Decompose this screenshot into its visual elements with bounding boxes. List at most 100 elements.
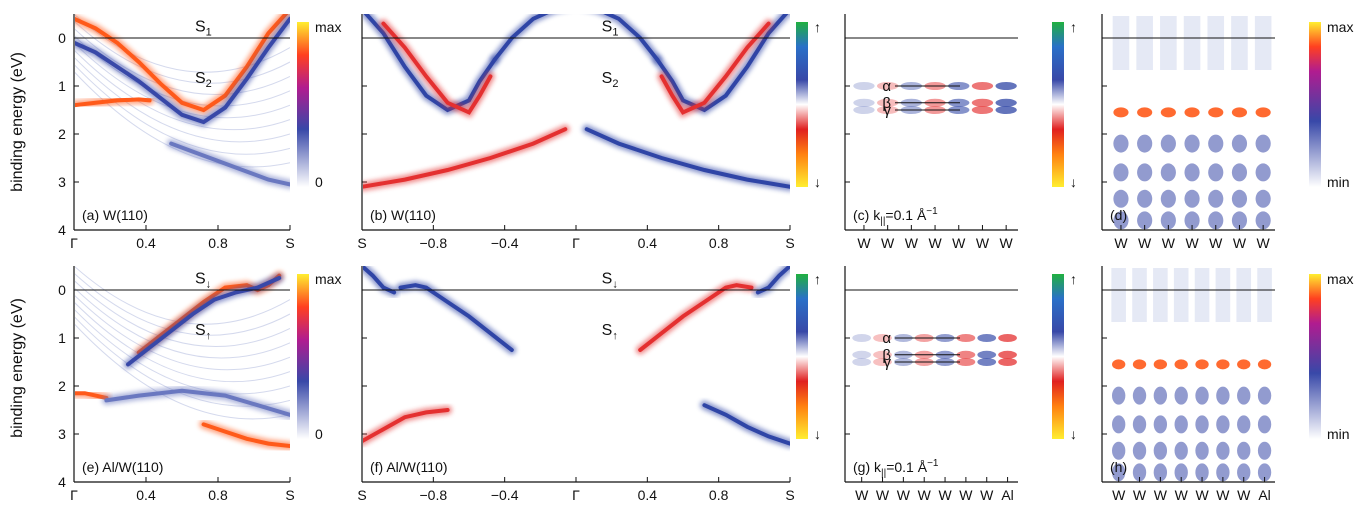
- x-tick-label: W: [905, 235, 919, 251]
- state-annotation: S2: [195, 70, 212, 90]
- band-glow: [396, 280, 517, 355]
- level-spot: [1184, 163, 1200, 182]
- column-background: [1183, 16, 1201, 70]
- state-spot: [971, 98, 994, 107]
- state-spot: [873, 358, 892, 366]
- x-tick-label: S: [785, 487, 794, 503]
- state-spot: [852, 358, 872, 366]
- state-spot: [956, 350, 976, 359]
- colorbar-max-label: ↑: [1070, 271, 1077, 287]
- colorbar-min-label: ↓: [814, 174, 821, 190]
- colorbar-max-label: max: [315, 271, 341, 287]
- band-line: [363, 14, 497, 113]
- level-spot: [1174, 463, 1188, 481]
- x-tick-label: W: [1138, 235, 1152, 251]
- level-spot: [1113, 211, 1129, 229]
- x-tick-label: S: [357, 235, 366, 251]
- band-line: [201, 422, 290, 448]
- state-spot: [995, 82, 1017, 90]
- state-spot: [853, 106, 875, 114]
- level-spot: [1231, 163, 1248, 182]
- x-tick-label: W: [876, 487, 890, 503]
- band-glow: [363, 405, 453, 446]
- state-label: α: [882, 78, 891, 95]
- level-spot: [1216, 415, 1230, 434]
- x-tick-label: W: [1112, 487, 1126, 503]
- colorbar: [1309, 22, 1321, 187]
- x-tick-label: W: [918, 487, 932, 503]
- level-spot: [1216, 359, 1230, 370]
- x-tick-label: S: [285, 235, 294, 251]
- panel-content: [363, 266, 790, 449]
- level-spot: [1132, 359, 1147, 370]
- column-background: [1153, 268, 1168, 322]
- panel-caption: (b) W(110): [370, 207, 436, 223]
- band-line: [75, 97, 152, 108]
- band-line: [584, 127, 790, 189]
- x-tick-label: W: [1185, 235, 1199, 251]
- colorbar-min-label: ↓: [814, 426, 821, 442]
- level-spot: [1184, 211, 1200, 229]
- x-tick-label: S: [785, 235, 794, 251]
- state-spot: [977, 350, 997, 359]
- y-tick-label: 0: [58, 282, 66, 298]
- x-tick-label: 0.8: [709, 235, 729, 251]
- x-tick-label: 0.8: [208, 235, 228, 251]
- x-tick-label: Al: [1001, 487, 1013, 503]
- level-spot: [1132, 441, 1147, 460]
- colorbar-min-label: ↓: [1070, 426, 1077, 442]
- level-spot: [1208, 189, 1224, 208]
- x-tick-label: W: [980, 487, 994, 503]
- level-spot: [1153, 359, 1168, 370]
- background-band: [75, 57, 290, 143]
- band-line: [702, 403, 790, 446]
- panel-caption: (a) W(110): [82, 207, 148, 223]
- level-spot: [1208, 134, 1224, 153]
- x-tick-label: W: [1154, 487, 1168, 503]
- level-spot: [1174, 386, 1188, 405]
- colorbar: [796, 274, 808, 439]
- x-tick-label: Γ: [572, 235, 580, 251]
- x-tick-label: 0.4: [136, 487, 156, 503]
- band-glow: [635, 280, 756, 355]
- background-band: [75, 309, 290, 395]
- background-band: [75, 280, 290, 347]
- colorbar: [297, 22, 309, 187]
- panel-content: [1111, 268, 1272, 481]
- level-spot: [1237, 441, 1251, 460]
- level-spot: [1132, 463, 1147, 481]
- y-tick-label: 3: [58, 426, 66, 442]
- level-spot: [1184, 107, 1200, 118]
- level-spot: [1208, 211, 1224, 229]
- panel-caption: (f) Al/W(110): [370, 459, 448, 475]
- y-tick-label: 3: [58, 174, 66, 190]
- state-spot: [876, 82, 899, 90]
- level-spot: [1160, 163, 1176, 182]
- level-spot: [1195, 386, 1209, 405]
- colorbar: [1052, 274, 1064, 439]
- level-spot: [1257, 359, 1272, 370]
- x-tick-label: −0.4: [491, 487, 519, 503]
- state-spot: [873, 334, 892, 342]
- column-background: [1207, 16, 1225, 70]
- level-spot: [1137, 107, 1153, 118]
- background-band: [75, 273, 290, 336]
- column-background: [1194, 268, 1210, 322]
- level-spot: [1153, 415, 1168, 434]
- colorbar-min-label: 0: [315, 426, 323, 442]
- column-background: [1257, 268, 1272, 322]
- level-spot: [1231, 211, 1248, 229]
- background-band: [75, 50, 290, 131]
- state-spot: [977, 334, 997, 342]
- panel-content: [853, 82, 1017, 114]
- band-line: [169, 141, 290, 187]
- x-tick-label: W: [1000, 235, 1014, 251]
- x-tick-label: W: [976, 235, 990, 251]
- state-spot: [956, 358, 976, 366]
- x-tick-label: W: [938, 487, 952, 503]
- x-tick-label: −0.8: [420, 235, 448, 251]
